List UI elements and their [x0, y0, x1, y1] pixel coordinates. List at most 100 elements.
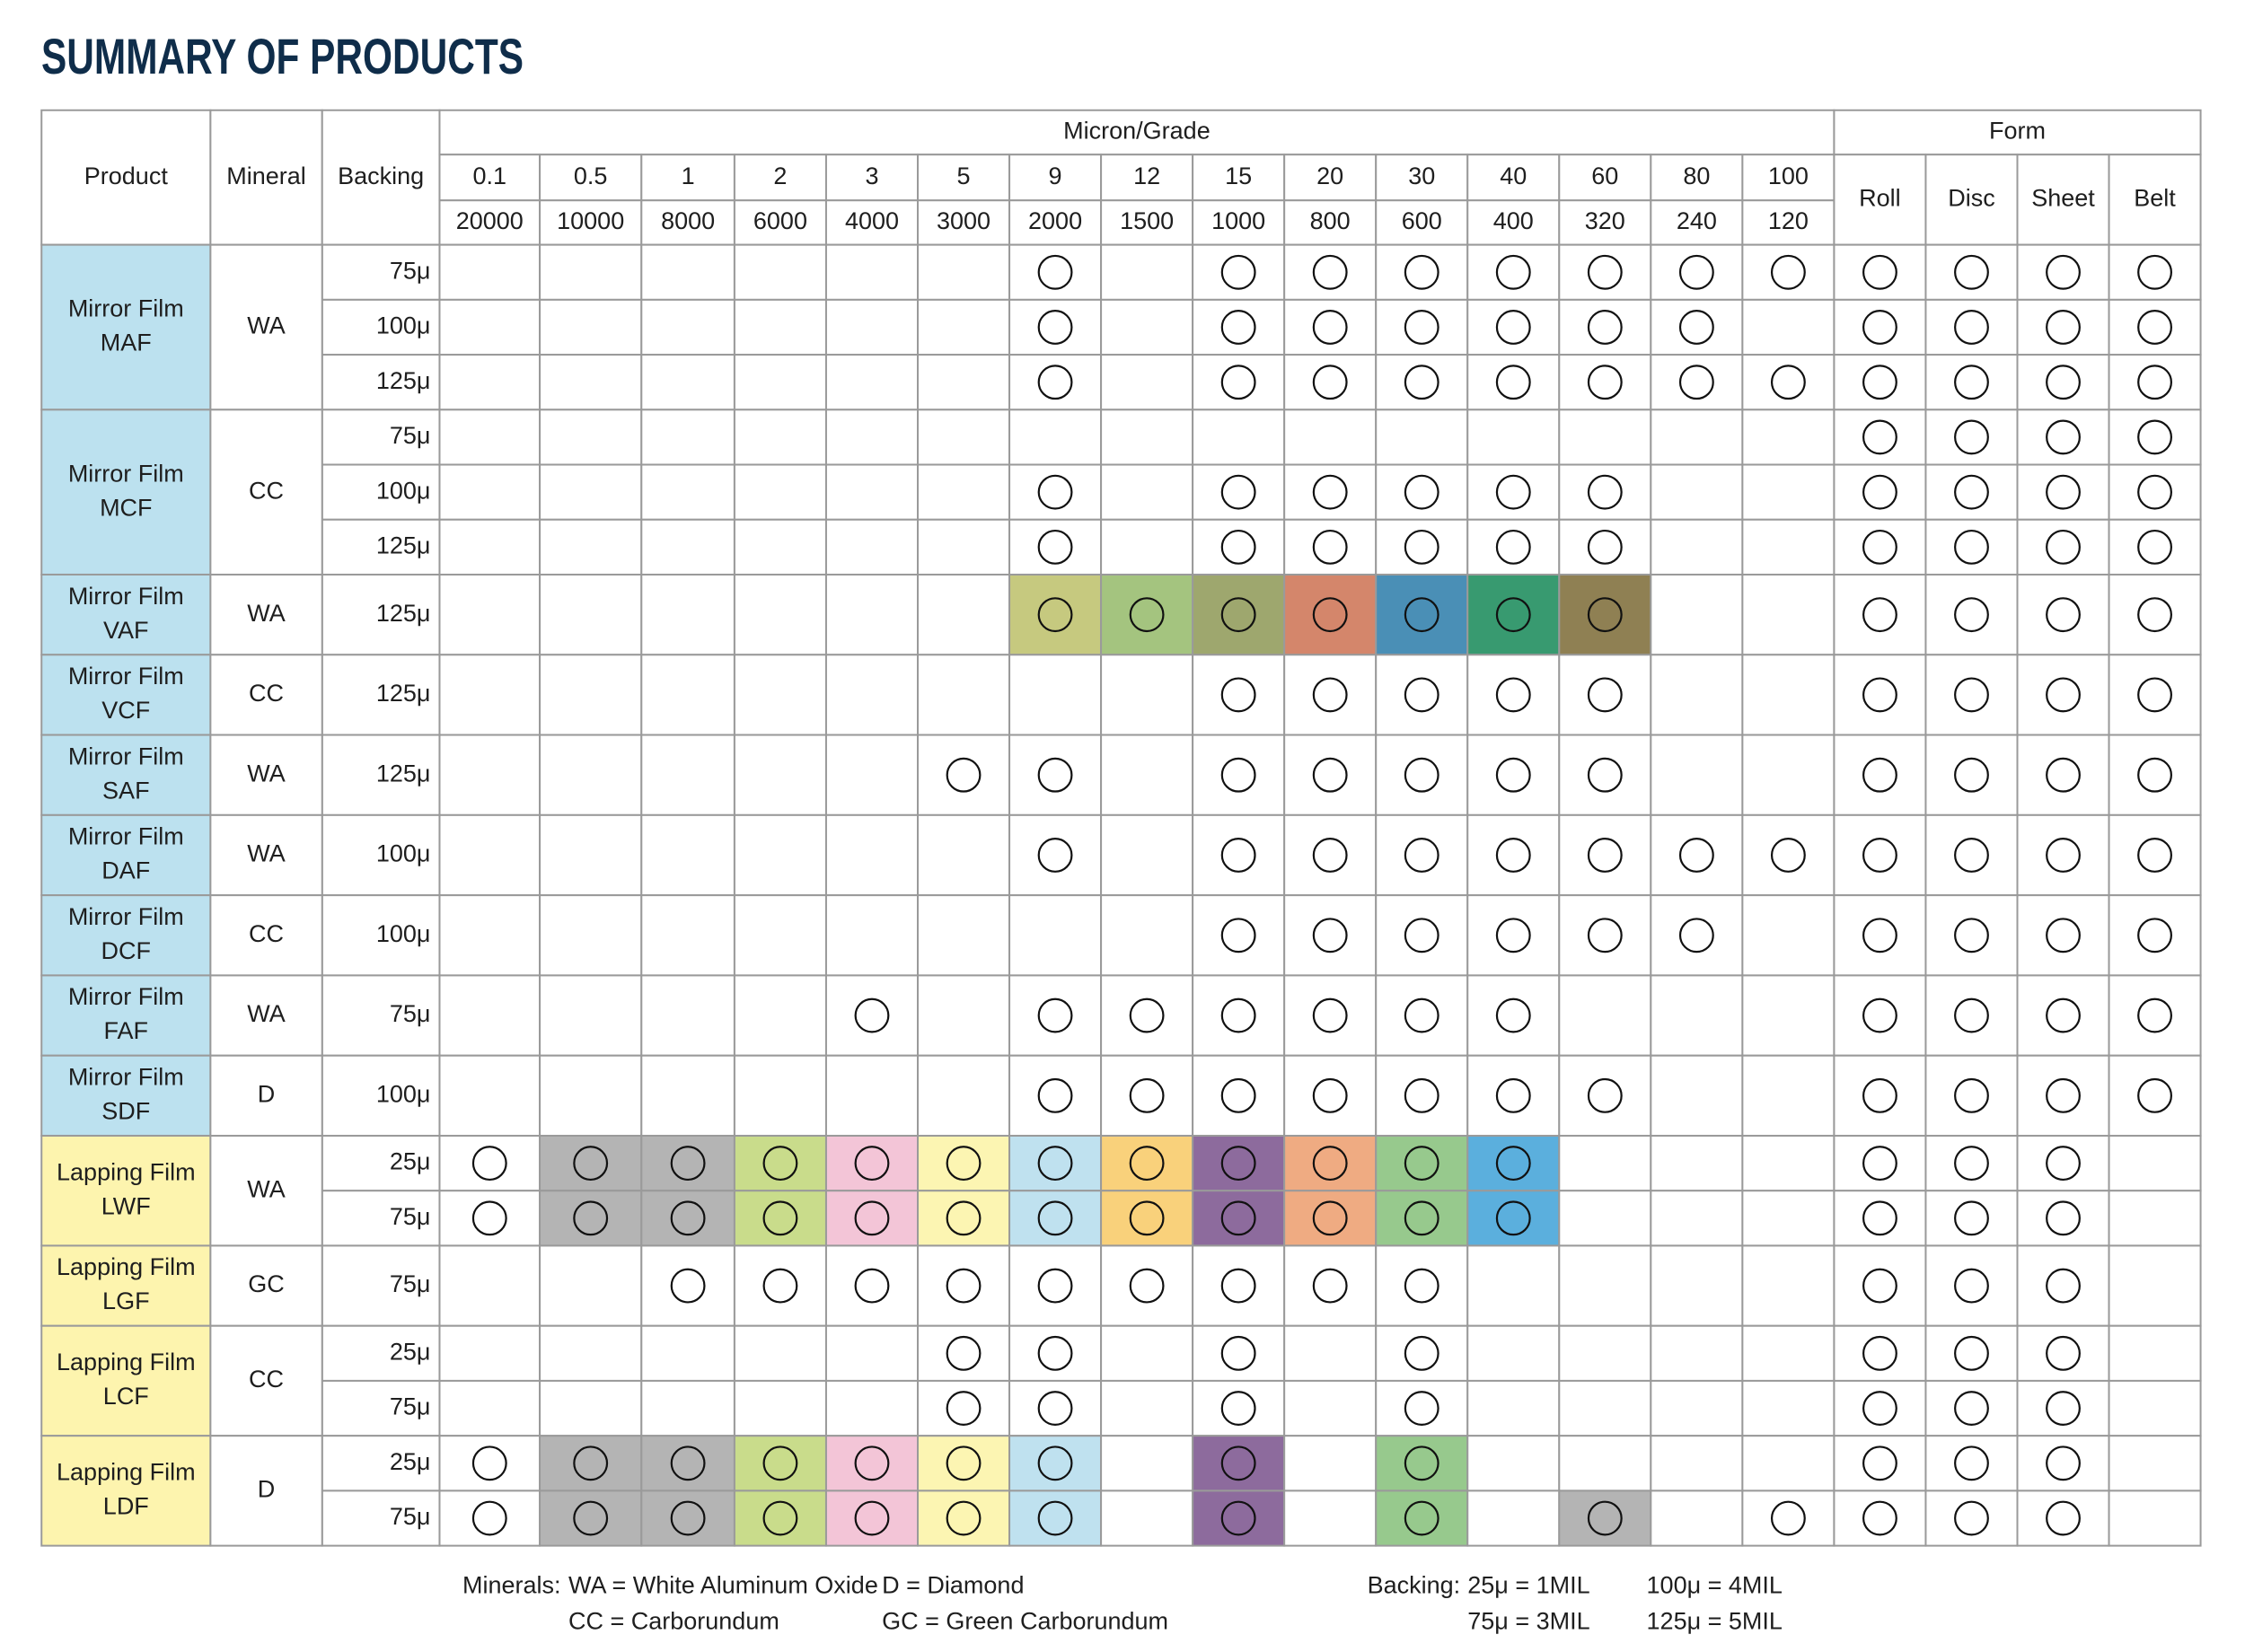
grade-cell	[1192, 1054, 1286, 1137]
grade-cell	[917, 1324, 1011, 1382]
product-name: SDF	[101, 1097, 150, 1124]
grade-cell	[640, 734, 735, 816]
availability-mark	[1220, 474, 1256, 510]
form-cell	[2108, 894, 2202, 977]
grade-cell	[1192, 298, 1286, 356]
form-cell	[2108, 1054, 2202, 1137]
micron-label: 40	[1500, 163, 1527, 189]
grade-cell	[1283, 654, 1378, 736]
form-cell	[2016, 1190, 2110, 1247]
backing-cell	[321, 1435, 441, 1492]
grade-cell	[917, 298, 1011, 356]
backing-cell	[321, 298, 441, 356]
form-mark	[2137, 677, 2172, 713]
grade-cell	[640, 518, 735, 576]
form-cell	[2108, 734, 2202, 816]
backing-label: 100μ	[376, 312, 431, 339]
availability-mark	[946, 1391, 982, 1426]
mineral-label: WA	[247, 760, 286, 786]
form-mark	[1954, 997, 1989, 1033]
grade-cell	[438, 1054, 541, 1137]
availability-mark	[1312, 365, 1348, 400]
availability-mark	[1129, 997, 1165, 1033]
grade-cell	[733, 1244, 827, 1327]
product-name: LGF	[102, 1287, 150, 1314]
form-cell	[1833, 1324, 1927, 1382]
form-cell	[1833, 463, 1927, 521]
product-name: LCF	[103, 1383, 149, 1410]
grade-cell	[1558, 1244, 1652, 1327]
grade-cell	[917, 1489, 1011, 1547]
mineral-cell	[209, 1244, 323, 1327]
form-mark	[1954, 677, 1989, 713]
grade-cell	[1375, 298, 1469, 356]
grade-cell	[1375, 1379, 1469, 1437]
availability-mark	[762, 1446, 798, 1481]
grade-cell	[539, 654, 643, 736]
grade-cell	[1466, 974, 1561, 1057]
availability-mark	[1312, 474, 1348, 510]
availability-mark	[1587, 1077, 1623, 1113]
grade-cell	[1100, 463, 1194, 521]
form-mark	[2137, 997, 2172, 1033]
grade-cell	[640, 1435, 735, 1492]
grade-cell	[1283, 813, 1378, 897]
grade-cell	[438, 243, 541, 301]
grade-cell	[1008, 243, 1103, 301]
grade-cell	[438, 1134, 541, 1192]
grade-cell	[438, 974, 541, 1057]
form-label: Belt	[2134, 185, 2176, 212]
grade-cell	[1100, 1324, 1194, 1382]
availability-mark	[1220, 1077, 1256, 1113]
grade-cell	[1100, 243, 1194, 301]
grade-cell	[733, 573, 827, 656]
grade-cell	[1375, 1435, 1469, 1492]
grade-cell	[1375, 1324, 1469, 1382]
grade-cell	[824, 1324, 920, 1382]
grade-cell	[1283, 1054, 1378, 1137]
product-name: Mirror Film	[68, 460, 184, 487]
grade-cell	[1466, 1134, 1561, 1192]
header-cell	[2108, 154, 2202, 246]
form-cell	[2016, 463, 2110, 521]
grade-cell	[824, 298, 920, 356]
grade-cell	[640, 654, 735, 736]
form-mark	[2137, 757, 2172, 793]
grade-cell	[1466, 409, 1561, 466]
grade-cell	[1466, 573, 1561, 656]
grade-cell	[640, 573, 735, 656]
form-cell	[2016, 894, 2110, 977]
grade-cell	[733, 654, 827, 736]
availability-mark	[1770, 1500, 1806, 1536]
form-cell	[1924, 243, 2019, 301]
grade-cell	[1558, 813, 1652, 897]
grade-cell	[1558, 974, 1652, 1057]
grade-cell	[1650, 409, 1744, 466]
form-cell	[1924, 573, 2019, 656]
grade-cell	[539, 1324, 643, 1382]
grade-cell	[1558, 1489, 1652, 1547]
availability-mark	[1404, 254, 1439, 290]
availability-mark	[1312, 997, 1348, 1033]
product-cell	[40, 409, 212, 576]
form-mark	[1862, 365, 1897, 400]
availability-mark	[1587, 918, 1623, 953]
form-cell	[2108, 354, 2202, 411]
grade-cell	[917, 1190, 1011, 1247]
legend-item: GC = Green Carborundum	[882, 1608, 1168, 1635]
grade-cell	[1650, 518, 1744, 576]
grade-cell	[539, 894, 643, 977]
form-mark	[2046, 254, 2081, 290]
header-cell	[640, 154, 735, 202]
availability-mark	[1404, 1268, 1439, 1304]
grade-cell	[1650, 354, 1744, 411]
product-cell	[40, 1054, 212, 1137]
form-mark	[1954, 1335, 1989, 1371]
form-cell	[2108, 813, 2202, 897]
backing-label: 125μ	[376, 600, 431, 627]
grade-cell	[824, 463, 920, 521]
form-mark	[2137, 597, 2172, 633]
product-name: FAF	[104, 1017, 149, 1044]
grade-cell	[1558, 1134, 1652, 1192]
grade-cell	[824, 354, 920, 411]
